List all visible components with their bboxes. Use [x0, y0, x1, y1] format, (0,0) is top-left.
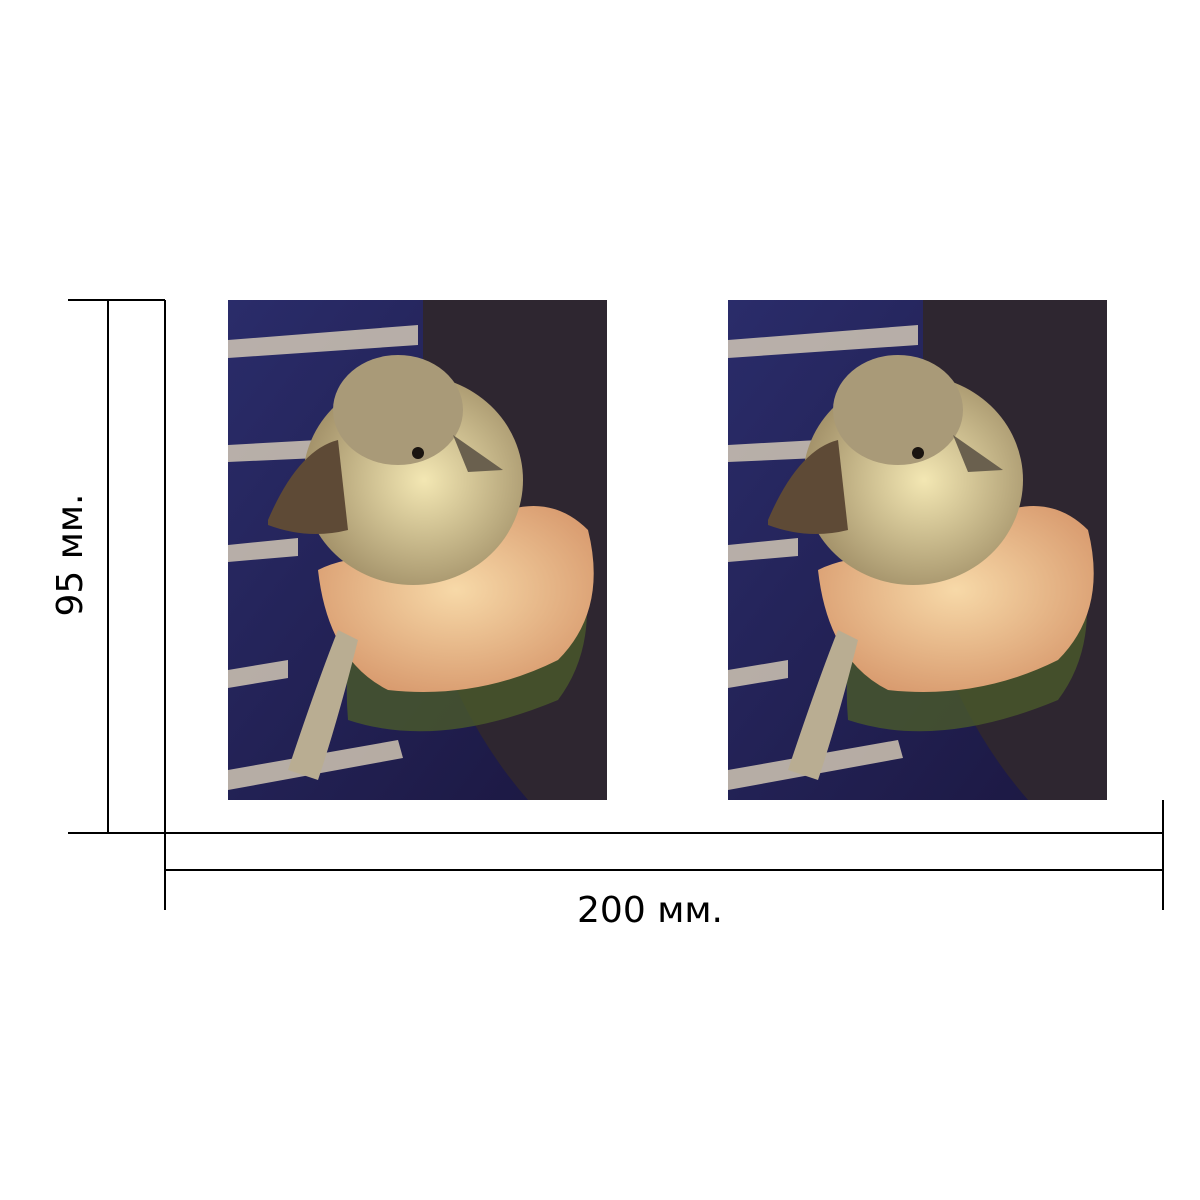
height-label: 95 мм.	[50, 493, 91, 616]
width-dimension: 200 мм.	[164, 800, 1164, 931]
photo-right	[728, 300, 1107, 800]
photo-left	[228, 300, 607, 800]
height-dimension: 95 мм.	[50, 299, 166, 834]
width-label: 200 мм.	[577, 890, 723, 931]
